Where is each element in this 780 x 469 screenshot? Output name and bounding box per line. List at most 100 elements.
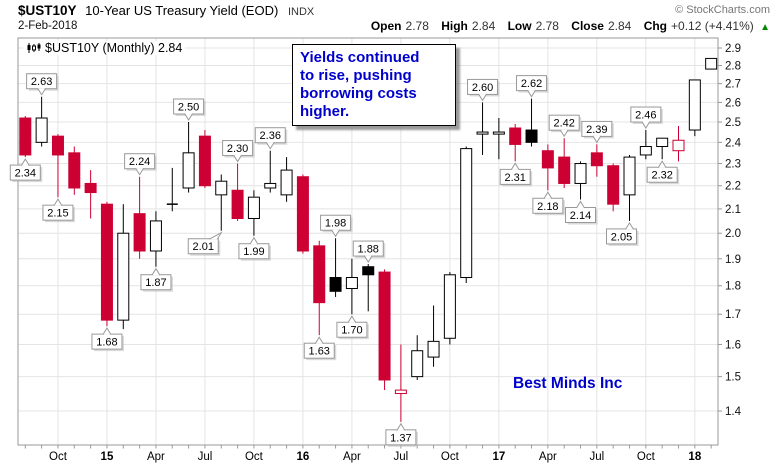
candle-body xyxy=(313,245,326,304)
callout-text: 1.88 xyxy=(358,244,379,256)
candle-body xyxy=(427,340,440,358)
candle xyxy=(215,174,228,231)
callout-text: 1.68 xyxy=(96,337,117,349)
y-tick-label: 2.0 xyxy=(725,228,741,240)
candle xyxy=(672,125,685,162)
callout-pointer xyxy=(102,327,112,335)
watermark-text: Best Minds Inc xyxy=(513,375,623,392)
page-title: 10-Year US Treasury Yield (EOD) xyxy=(85,3,279,18)
candle xyxy=(705,57,718,70)
candle xyxy=(362,264,375,312)
candle-body xyxy=(362,266,375,276)
legend-text: $UST10Y (Monthly) 2.84 xyxy=(45,41,183,55)
annotation-line: to rise, pushing xyxy=(300,67,412,84)
candles xyxy=(19,57,718,422)
callout-text: 2.32 xyxy=(651,170,672,182)
candle xyxy=(427,305,440,367)
callout-pointer xyxy=(20,158,30,166)
x-tick-label: 16 xyxy=(297,451,310,463)
callout-pointer xyxy=(314,336,324,344)
y-tick-label: 2.8 xyxy=(725,60,741,72)
x-tick-label: Oct xyxy=(441,451,460,463)
chart-date: 2-Feb-2018 xyxy=(18,20,78,32)
candle xyxy=(411,335,424,380)
chart-header: $UST10Y 10-Year US Treasury Yield (EOD) … xyxy=(18,3,314,18)
candle-body xyxy=(525,129,538,143)
candle xyxy=(476,102,489,155)
price-callout: 1.88 xyxy=(352,240,386,264)
y-tick-label: 1.5 xyxy=(725,372,741,384)
candle xyxy=(443,272,456,345)
candle xyxy=(84,170,97,219)
price-callout: 1.68 xyxy=(91,327,124,352)
candle-body xyxy=(345,277,358,290)
callout-text: 2.63 xyxy=(31,76,52,88)
price-callout: 1.37 xyxy=(385,422,418,447)
candle xyxy=(68,146,81,195)
callout-pointer xyxy=(527,89,536,98)
callout-text: 2.34 xyxy=(15,168,36,180)
callout-text: 2.39 xyxy=(586,124,607,136)
candle-body xyxy=(133,213,146,252)
candle xyxy=(623,154,636,221)
callout-pointer xyxy=(592,135,602,144)
candle xyxy=(35,96,48,147)
callout-text: 2.15 xyxy=(47,208,68,220)
candle-body xyxy=(84,182,97,194)
candle xyxy=(688,79,701,137)
candle xyxy=(394,344,407,422)
annotation-line: Yields continued xyxy=(300,49,420,66)
x-tick-label: Oct xyxy=(245,451,264,463)
callout-text: 2.30 xyxy=(227,143,248,155)
candle-body xyxy=(51,135,64,156)
ohlc-strip: Open 2.78 High 2.84 Low 2.78 Close 2.84 Chg +… xyxy=(362,19,770,33)
y-tick-label: 1.6 xyxy=(725,339,741,351)
chg-value: +0.12 (+4.41%) xyxy=(671,19,754,33)
candle xyxy=(231,163,244,221)
candlestick-type-icon xyxy=(27,43,41,53)
x-tick-label: Jul xyxy=(589,451,604,463)
close-label: Close xyxy=(571,19,604,33)
candle xyxy=(19,116,32,158)
candle xyxy=(51,134,64,198)
high-label: High xyxy=(441,19,468,33)
callout-text: 1.87 xyxy=(145,277,166,289)
candle-body xyxy=(100,203,113,321)
candle-body xyxy=(590,152,603,167)
price-callout: 2.36 xyxy=(254,127,288,150)
y-tick-label: 2.6 xyxy=(725,97,741,109)
x-tick-label: Oct xyxy=(637,451,656,463)
price-callouts: 2.34 2.63 2.15 1.68 2.24 1.87 2.50 2.01 2.30 1.99… xyxy=(9,73,680,447)
candle-body xyxy=(35,117,48,143)
x-tick-label: 15 xyxy=(101,451,114,463)
chg-label: Chg xyxy=(643,19,668,33)
callout-text: 2.46 xyxy=(635,110,656,122)
callout-text: 2.50 xyxy=(178,101,199,113)
candle-body xyxy=(68,152,81,189)
up-triangle-icon: ▲ xyxy=(760,22,770,33)
candle-body xyxy=(476,131,489,135)
candle-body xyxy=(215,180,228,196)
open-label: Open xyxy=(370,19,402,33)
copyright-text: © StockCharts.com xyxy=(675,4,770,16)
callout-text: 1.37 xyxy=(390,432,411,444)
candle-body xyxy=(247,196,260,219)
price-callout: 2.24 xyxy=(124,153,157,176)
x-tick-label: Oct xyxy=(49,451,68,463)
y-tick-label: 2.1 xyxy=(725,204,741,216)
price-callout: 2.31 xyxy=(499,162,533,187)
candle xyxy=(525,98,538,147)
candle-body xyxy=(705,57,718,70)
x-tick-label: Apr xyxy=(343,451,361,463)
callout-pointer xyxy=(265,141,275,150)
candle-body xyxy=(460,148,473,279)
callout-pointer xyxy=(625,221,634,230)
candle-body xyxy=(672,139,685,152)
candle-body xyxy=(394,389,407,395)
x-tick-label: 17 xyxy=(492,451,505,463)
price-callout: 2.63 xyxy=(26,73,59,96)
y-tick-label: 2.7 xyxy=(725,79,741,91)
callout-pointer xyxy=(151,267,161,276)
